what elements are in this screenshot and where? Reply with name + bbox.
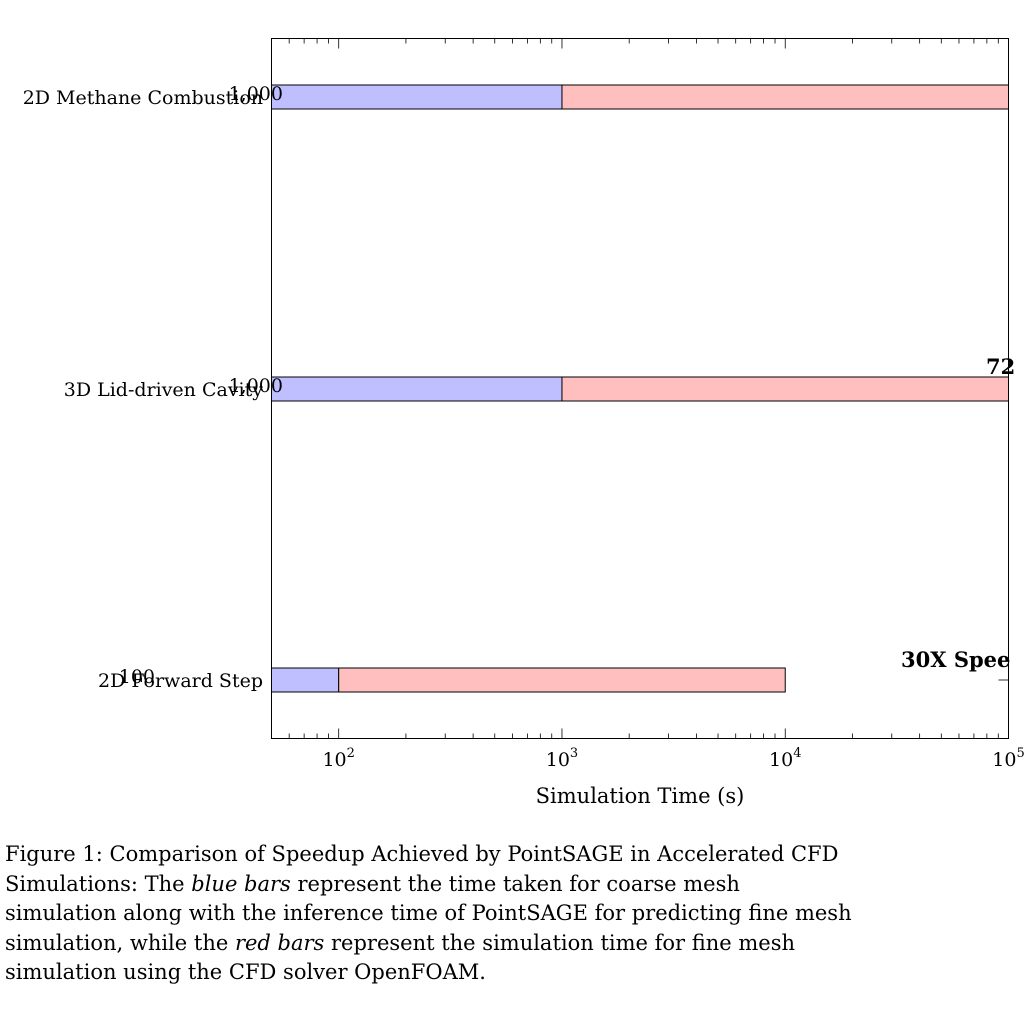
speedup-annotations: 72 30X Spee (901, 354, 1015, 672)
x-tick-label: 102 (322, 746, 354, 771)
caption-blue-phrase: blue bars (191, 871, 291, 896)
caption-prefix: Figure 1: Comparison of Speedup Achieved… (5, 842, 839, 896)
x-tick-label: 104 (769, 746, 801, 771)
bar-coarse-plus-inference (271, 84, 563, 110)
caption-suffix: represent the simulation time for fine m… (5, 930, 796, 985)
bar-value-label: 1,000 (229, 375, 283, 397)
bar-value-label: 1,000 (229, 83, 283, 105)
x-tick-labels: 102 103 104 105 (322, 746, 1024, 771)
speedup-annotation: 30X Spee (901, 647, 1010, 672)
bar-fine-mesh-openfoam (338, 667, 786, 693)
figure-caption: Figure 1: Comparison of Speedup Achieved… (5, 840, 855, 988)
bar-value-label: 100 (119, 666, 155, 688)
y-tick-labels: 2D Methane Combustion 3D Lid-driven Cavit… (23, 87, 264, 692)
y-category-label: 2D Methane Combustion (23, 87, 263, 109)
bar-coarse-plus-inference (271, 667, 340, 693)
bar-coarse-plus-inference (271, 376, 563, 402)
x-minor-ticks (271, 38, 999, 739)
speedup-bar-chart: 102 103 104 105 2D Methane Combustion 3D Lid… (23, 38, 1024, 808)
x-axis-label: Simulation Time (s) (536, 784, 745, 808)
x-major-ticks (338, 38, 1009, 739)
y-category-label: 2D Forward Step (98, 670, 263, 692)
x-tick-label: 103 (546, 746, 578, 771)
x-tick-label: 105 (992, 746, 1024, 771)
bar-fine-mesh-openfoam (561, 376, 1009, 402)
bar-data-labels: 1,000 1,000 100 (119, 83, 283, 688)
bar-fine-mesh-openfoam (561, 84, 1009, 110)
speedup-annotation: 72 (986, 354, 1015, 379)
y-category-label: 3D Lid-driven Cavity (64, 379, 264, 401)
caption-middle: represent the time taken for coarse mesh… (5, 871, 852, 955)
caption-red-phrase: red bars (234, 930, 325, 955)
bars (271, 84, 1009, 693)
